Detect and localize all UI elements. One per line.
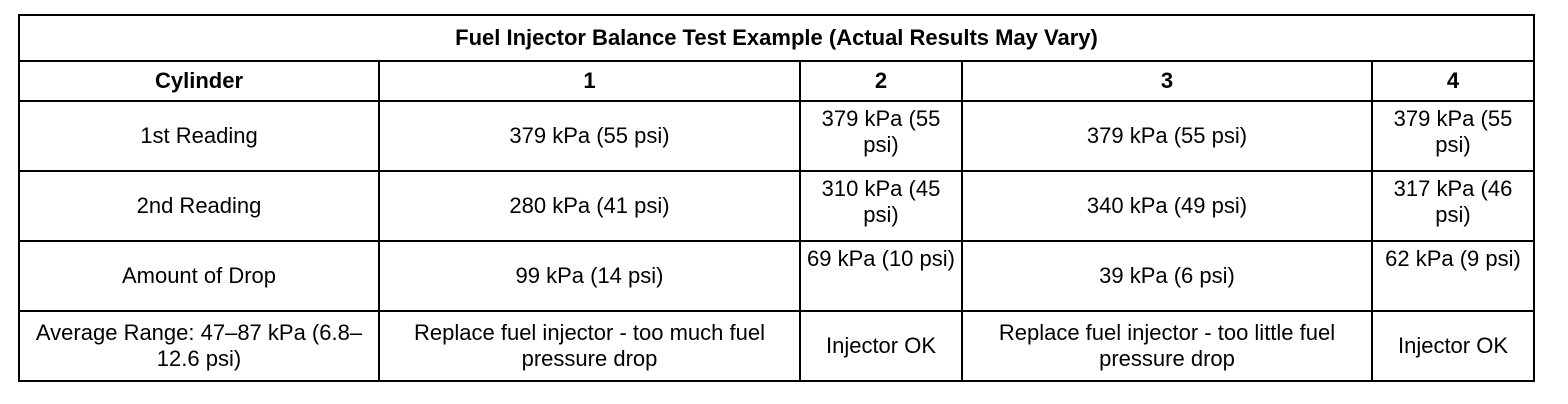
- cell-value: 379 kPa (55 psi): [799, 100, 963, 172]
- header-cylinder-4: 4: [1371, 60, 1535, 102]
- row-label: Amount of Drop: [18, 240, 380, 312]
- cell-value: 39 kPa (6 psi): [961, 240, 1373, 312]
- row-label: 1st Reading: [18, 100, 380, 172]
- row-second-reading: 2nd Reading 280 kPa (41 psi) 310 kPa (45…: [18, 170, 1535, 242]
- header-cylinder-3: 3: [961, 60, 1373, 102]
- title-row: Fuel Injector Balance Test Example (Actu…: [18, 14, 1535, 62]
- row-average-range: Average Range: 47–87 kPa (6.8–12.6 psi) …: [18, 310, 1535, 382]
- cell-result: Replace fuel injector - too little fuel …: [961, 310, 1373, 382]
- cell-value: 69 kPa (10 psi): [799, 240, 963, 312]
- cell-value: 379 kPa (55 psi): [378, 100, 801, 172]
- row-label: 2nd Reading: [18, 170, 380, 242]
- cell-value: 379 kPa (55 psi): [961, 100, 1373, 172]
- row-label: Average Range: 47–87 kPa (6.8–12.6 psi): [18, 310, 380, 382]
- cell-result: Injector OK: [799, 310, 963, 382]
- header-row: Cylinder 1 2 3 4: [18, 60, 1535, 102]
- header-cylinder-1: 1: [378, 60, 801, 102]
- cell-value: 62 kPa (9 psi): [1371, 240, 1535, 312]
- row-amount-of-drop: Amount of Drop 99 kPa (14 psi) 69 kPa (1…: [18, 240, 1535, 312]
- cell-result: Replace fuel injector - too much fuel pr…: [378, 310, 801, 382]
- cell-value: 379 kPa (55 psi): [1371, 100, 1535, 172]
- cell-value: 310 kPa (45 psi): [799, 170, 963, 242]
- cell-result: Injector OK: [1371, 310, 1535, 382]
- header-cylinder-2: 2: [799, 60, 963, 102]
- row-first-reading: 1st Reading 379 kPa (55 psi) 379 kPa (55…: [18, 100, 1535, 172]
- fuel-injector-balance-table: Fuel Injector Balance Test Example (Actu…: [18, 14, 1535, 382]
- cell-value: 317 kPa (46 psi): [1371, 170, 1535, 242]
- cell-value: 99 kPa (14 psi): [378, 240, 801, 312]
- header-cylinder: Cylinder: [18, 60, 380, 102]
- cell-value: 280 kPa (41 psi): [378, 170, 801, 242]
- cell-value: 340 kPa (49 psi): [961, 170, 1373, 242]
- table-title: Fuel Injector Balance Test Example (Actu…: [18, 14, 1535, 62]
